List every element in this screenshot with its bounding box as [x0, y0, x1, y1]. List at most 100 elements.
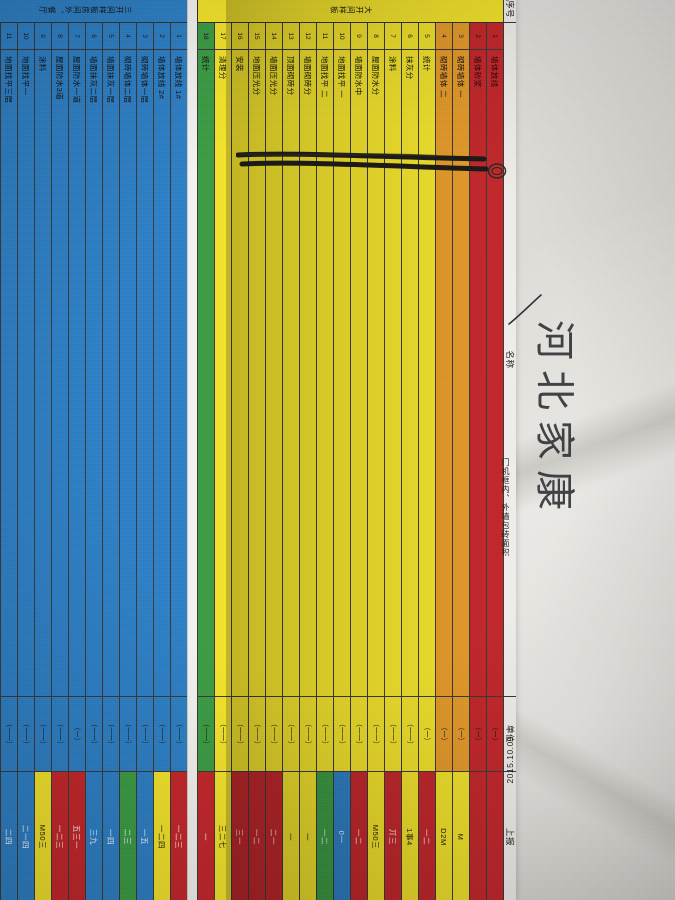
- cell-sequence: 8: [52, 23, 68, 50]
- cell-item-name: 墙面防水中: [351, 50, 367, 697]
- cell-sequence: 3: [137, 23, 153, 50]
- cell-sequence: 10: [334, 23, 350, 50]
- cell-unit: （一一）: [334, 697, 350, 772]
- cell-item-name: 墙面抹灰一层: [103, 50, 119, 697]
- cell-sequence: 11: [1, 23, 17, 50]
- cell-report-value: M50三: [368, 772, 384, 900]
- table-row[interactable]: 1 墙体放线 1# （一一） 一二三: [170, 23, 187, 900]
- cell-sequence: 9: [351, 23, 367, 50]
- cell-sequence: 2: [470, 23, 486, 50]
- cell-unit: （一一）: [351, 697, 367, 772]
- table-row[interactable]: 6 墙面抹灰二层 （一一） 三九: [85, 23, 102, 900]
- table-row[interactable]: 11 地面找平 二（一一） 一二: [316, 23, 333, 900]
- cell-sequence: 4: [120, 23, 136, 50]
- cell-sequence: 6: [86, 23, 102, 50]
- table-row[interactable]: 9 墙面防水中 （一一） 一二: [350, 23, 367, 900]
- table-row[interactable]: 6 抹灰分 （一一） 1事4: [401, 23, 418, 900]
- table-row[interactable]: 12 墙面砌砖分 （一一）一: [299, 23, 316, 900]
- side-note-printed: 门机框内、外墙包砖面积: [501, 458, 510, 557]
- cell-item-name: 砌砖墙体一层: [137, 50, 153, 697]
- cell-report-value: 三二七: [215, 772, 231, 900]
- table-row[interactable]: 14 墙面压光分 （一一） 二一: [265, 23, 282, 900]
- cell-report-value: 二三: [120, 772, 136, 900]
- table-row[interactable]: 4 砌砖墙体二层 （一一） 二三: [119, 23, 136, 900]
- cell-unit: （一一）: [171, 697, 187, 772]
- cell-unit: （一）: [487, 697, 503, 772]
- cell-unit: （一一）: [137, 697, 153, 772]
- cell-sequence: 2: [154, 23, 170, 50]
- cell-item-name: 抹灰分: [402, 50, 418, 697]
- cell-unit: （一一）: [215, 697, 231, 772]
- table-row[interactable]: 2 墙体放线 2# （一一） 一二四: [153, 23, 170, 900]
- cell-sequence: 7: [69, 23, 85, 50]
- cell-unit: （一）: [419, 697, 435, 772]
- cell-sequence: 12: [300, 23, 316, 50]
- cell-unit: （一一）: [120, 697, 136, 772]
- cell-unit: （一一）: [249, 697, 265, 772]
- cell-item-name: 统计: [198, 50, 214, 697]
- table-row[interactable]: 17 清理分 （一一） 三二七: [214, 23, 231, 900]
- cell-report-value: 一: [300, 772, 316, 900]
- cell-item-name: 地面压光分: [249, 50, 265, 697]
- cell-report-value: 一二: [317, 772, 333, 900]
- cell-report-value: 二四: [1, 772, 17, 900]
- cell-unit: （一）: [436, 697, 452, 772]
- cell-unit: （一一）: [385, 697, 401, 772]
- header-cell-sequence: 序号: [504, 0, 516, 23]
- cell-item-name: 地面找平一: [18, 50, 34, 697]
- table-row[interactable]: 9 涂料 （一一） M50三: [34, 23, 51, 900]
- cell-item-name: 墙面砌砖分: [300, 50, 316, 697]
- cell-item-name: 涂料: [385, 50, 401, 697]
- cell-sequence: 17: [215, 23, 231, 50]
- cell-item-name: 墙体放线 2#: [154, 50, 170, 697]
- table-row[interactable]: 18 统计 （一一）一: [197, 23, 214, 900]
- table-row[interactable]: 15 地面压光分 （一一） 一二: [248, 23, 265, 900]
- cell-report-value: 一二三: [171, 772, 187, 900]
- table-row[interactable]: 7 涂料 （一一） 丌三: [384, 23, 401, 900]
- group-label: 三开间样板房间外、餐厅: [0, 0, 187, 23]
- cell-report-value: 一二四: [154, 772, 170, 900]
- table-row[interactable]: 11 地面找平三层 （一一） 二四: [0, 23, 17, 900]
- table-row[interactable]: 3 砌砖墙体一层 （一一） 一五: [136, 23, 153, 900]
- cell-report-value: 1事4: [402, 772, 418, 900]
- cell-sequence: 10: [18, 23, 34, 50]
- cell-unit: （一一）: [18, 697, 34, 772]
- table-row[interactable]: 16 安装 （一一） 三一: [231, 23, 248, 900]
- group-rows: 1 墙体放线 1# （一一） 一二三 2 墙体放线 2# （一一） 一二四 3 砌砖墙体一层 （一一…: [0, 23, 187, 900]
- cell-item-name: 安装: [232, 50, 248, 697]
- cell-report-value: [487, 772, 503, 900]
- cell-report-value: D2M: [436, 772, 452, 900]
- cell-sequence: 5: [103, 23, 119, 50]
- cell-sequence: 3: [453, 23, 469, 50]
- cell-sequence: 1: [171, 23, 187, 50]
- cell-sequence: 14: [266, 23, 282, 50]
- cell-item-name: 屋面防水一道: [69, 50, 85, 697]
- table-row[interactable]: 13 顶面砌砖分 （一一）一: [282, 23, 299, 900]
- cell-sequence: 7: [385, 23, 401, 50]
- table-row[interactable]: 10 地面找平 一（一一） 0一: [333, 23, 350, 900]
- table-row[interactable]: 5 墙面抹灰一层 （一一） 一四: [102, 23, 119, 900]
- cell-report-value: 二一四: [18, 772, 34, 900]
- cell-item-name: 屋面防水3道: [52, 50, 68, 697]
- cell-unit: （一一）: [368, 697, 384, 772]
- cell-unit: （一）: [453, 697, 469, 772]
- cell-sequence: 1: [487, 23, 503, 50]
- cell-item-name: 地面找平 一: [334, 50, 350, 697]
- table-row[interactable]: 5 统计 （一） 一二: [418, 23, 435, 900]
- cell-report-value: 一二: [249, 772, 265, 900]
- cell-unit: （一一）: [86, 697, 102, 772]
- cell-sequence: 5: [419, 23, 435, 50]
- cell-report-value: 一四: [103, 772, 119, 900]
- table-row[interactable]: 7 屋面防水一道 （一） 五三一: [68, 23, 85, 900]
- cell-sequence: 6: [402, 23, 418, 50]
- cell-sequence: 18: [198, 23, 214, 50]
- cell-sequence: 13: [283, 23, 299, 50]
- table-row[interactable]: 10 地面找平一 （一一） 二一四: [17, 23, 34, 900]
- header-cell-report: 上报: [505, 827, 515, 846]
- table-row[interactable]: 8 屋面防水分 （一一） M50三: [367, 23, 384, 900]
- cell-sequence: 9: [35, 23, 51, 50]
- cell-item-name: 顶面砌砖分: [283, 50, 299, 697]
- table-row[interactable]: 8 屋面防水3道 （一一） 一二三: [51, 23, 68, 900]
- cell-report-value: 二一: [266, 772, 282, 900]
